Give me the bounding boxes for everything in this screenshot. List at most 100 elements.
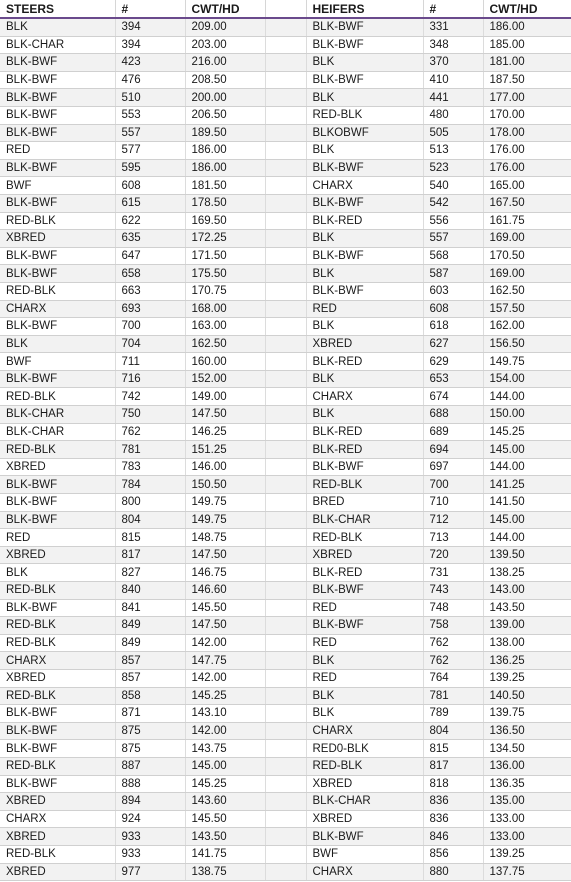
table-row: BWF 711 160.00 BLK-RED 629 149.75 (0, 352, 571, 371)
steer-type-cell: BLK-BWF (0, 194, 116, 213)
heifer-type-cell: CHARX (306, 387, 424, 407)
gap-cell (265, 194, 307, 213)
steer-type-cell: BLK-BWF (0, 88, 116, 107)
steer-weight-cell: 658 (115, 264, 186, 283)
heifer-price-cell: 177.00 (483, 88, 571, 107)
steer-weight-cell: 647 (115, 247, 186, 266)
table-row: BLK-BWF 875 143.75 RED0-BLK 815 134.50 (0, 739, 571, 758)
steer-price-cell: 181.50 (185, 176, 266, 195)
heifer-type-cell: RED-BLK (306, 757, 424, 776)
steer-weight-cell: 841 (115, 599, 186, 618)
table-row: RED-BLK 781 151.25 BLK-RED 694 145.00 (0, 440, 571, 459)
steer-weight-cell: 849 (115, 634, 186, 653)
steer-type-cell: XBRED (0, 458, 116, 477)
steer-type-cell: BLK-BWF (0, 317, 116, 336)
steer-type-cell: BLK-BWF (0, 370, 116, 389)
heifer-type-cell: BLK (306, 141, 424, 160)
table-row: RED-BLK 663 170.75 BLK-BWF 603 162.50 (0, 282, 571, 301)
steer-price-cell: 152.00 (185, 370, 266, 389)
table-row: BLK 704 162.50 XBRED 627 156.50 (0, 335, 571, 354)
steer-price-cell: 141.75 (185, 845, 266, 864)
steer-weight-cell: 888 (115, 775, 186, 794)
table-row: BLK-BWF 800 149.75 BRED 710 141.50 (0, 493, 571, 512)
steer-type-cell: BLK (0, 563, 116, 582)
steer-weight-cell: 894 (115, 792, 186, 811)
heifer-type-cell: BLK-BWF (306, 71, 424, 90)
heifer-weight-cell: 712 (423, 511, 484, 530)
steer-type-cell: BLK-BWF (0, 493, 116, 512)
table-row: XBRED 817 147.50 XBRED 720 139.50 (0, 546, 571, 565)
heifer-type-cell: BRED (306, 493, 424, 512)
steer-weight-cell: 394 (115, 36, 186, 55)
heifer-type-cell: BLK-BWF (306, 616, 424, 635)
gap-cell (265, 669, 307, 688)
steer-type-cell: BLK-BWF (0, 247, 116, 266)
heifer-type-cell: XBRED (306, 546, 424, 565)
heifer-type-cell: BLK-BWF (306, 194, 424, 213)
heifer-price-cell: 145.25 (483, 423, 571, 442)
gap-cell (265, 124, 307, 143)
heifer-weight-cell: 480 (423, 106, 484, 125)
table-row: BLK-BWF 871 143.10 BLK 789 139.75 (0, 704, 571, 723)
table-row: XBRED 857 142.00 RED 764 139.25 (0, 669, 571, 688)
table-row: BLK-BWF 476 208.50 BLK-BWF 410 187.50 (0, 71, 571, 90)
steer-price-cell: 209.00 (185, 18, 266, 37)
heifer-price-cell: 137.75 (483, 863, 571, 882)
steer-type-cell: RED-BLK (0, 757, 116, 776)
steer-weight-cell: 557 (115, 124, 186, 143)
heifer-type-cell: BLKOBWF (306, 124, 424, 143)
gap-cell (265, 792, 307, 811)
heifer-price-cell: 176.00 (483, 141, 571, 160)
steer-price-cell: 143.10 (185, 704, 266, 723)
steer-type-cell: RED-BLK (0, 581, 116, 600)
heifer-price-cell: 144.00 (483, 528, 571, 547)
steer-type-cell: RED-BLK (0, 212, 116, 231)
steer-price-cell: 189.50 (185, 124, 266, 143)
table-row: BLK-BWF 557 189.50 BLKOBWF 505 178.00 (0, 124, 571, 143)
heifer-type-cell: BLK-BWF (306, 581, 424, 600)
steer-weight-cell: 815 (115, 528, 186, 547)
heifer-weight-cell: 762 (423, 634, 484, 653)
steer-price-cell: 149.75 (185, 493, 266, 512)
steer-weight-cell: 750 (115, 405, 186, 424)
steers-weight-header: # (115, 0, 186, 19)
heifer-type-cell: BLK-CHAR (306, 511, 424, 530)
steer-type-cell: BLK-BWF (0, 475, 116, 495)
steer-type-cell: RED-BLK (0, 440, 116, 459)
gap-cell (265, 405, 307, 424)
steer-weight-cell: 577 (115, 141, 186, 160)
steer-type-cell: RED-BLK (0, 634, 116, 653)
gap-cell (265, 863, 307, 882)
heifers-weight-header: # (423, 0, 484, 19)
gap-cell (265, 88, 307, 107)
heifer-type-cell: BLK-BWF (306, 159, 424, 178)
table-row: BLK-BWF 647 171.50 BLK-BWF 568 170.50 (0, 247, 571, 266)
steer-weight-cell: 857 (115, 669, 186, 688)
steer-type-cell: RED-BLK (0, 616, 116, 635)
steer-price-cell: 203.00 (185, 36, 266, 55)
heifer-price-cell: 135.00 (483, 792, 571, 811)
heifer-price-cell: 141.50 (483, 493, 571, 512)
heifer-weight-cell: 410 (423, 71, 484, 90)
heifer-weight-cell: 817 (423, 757, 484, 776)
heifer-price-cell: 178.00 (483, 124, 571, 143)
steer-weight-cell: 875 (115, 722, 186, 741)
heifer-price-cell: 162.50 (483, 282, 571, 301)
steer-weight-cell: 800 (115, 493, 186, 512)
gap-cell (265, 757, 307, 776)
steer-weight-cell: 827 (115, 563, 186, 582)
gap-cell (265, 581, 307, 600)
table-row: XBRED 933 143.50 BLK-BWF 846 133.00 (0, 827, 571, 846)
steer-type-cell: BLK-BWF (0, 159, 116, 178)
steer-price-cell: 146.00 (185, 458, 266, 477)
heifer-weight-cell: 804 (423, 722, 484, 741)
gap-cell (265, 352, 307, 371)
heifer-type-cell: CHARX (306, 176, 424, 195)
steer-price-cell: 146.75 (185, 563, 266, 582)
table-row: BLK-BWF 784 150.50 RED-BLK 700 141.25 (0, 475, 571, 495)
gap-cell (265, 18, 307, 37)
gap-cell (265, 282, 307, 301)
heifer-type-cell: XBRED (306, 335, 424, 354)
steer-type-cell: XBRED (0, 827, 116, 846)
